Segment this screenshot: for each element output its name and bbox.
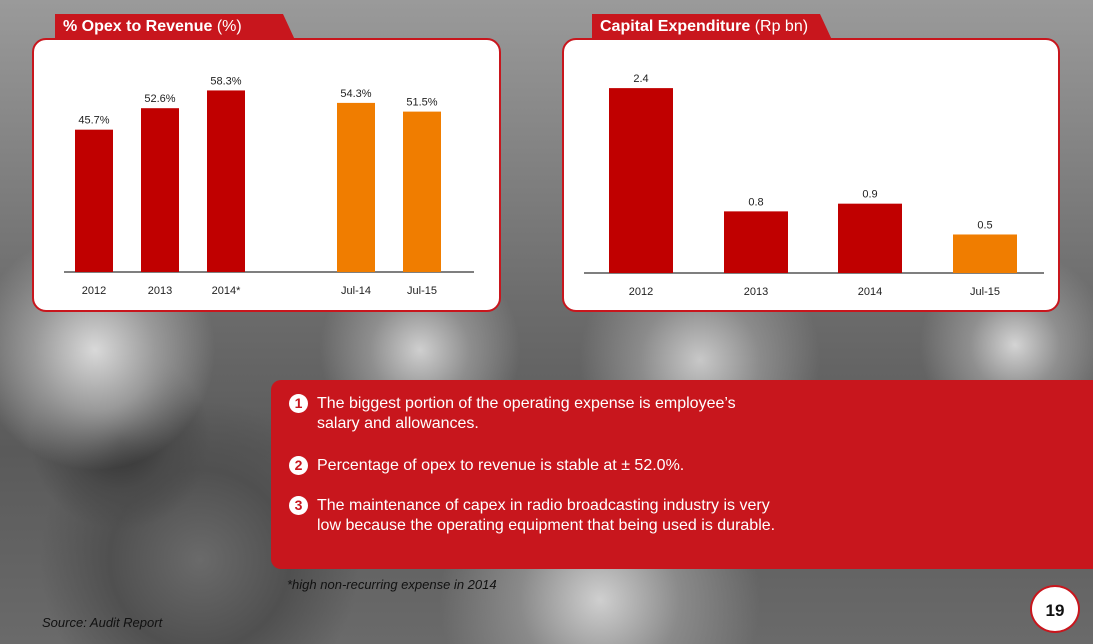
capex-chart-title-bold: Capital Expenditure [600, 18, 751, 35]
capex-data-label-3: 0.9 [862, 189, 877, 201]
notes-panel: 1 The biggest portion of the operating e… [271, 380, 1093, 569]
opex-chart: 45.7% 2012 52.6% 2013 58.3% 2014* 54.3% Jul-14 5… [64, 75, 474, 297]
footnote: *high non-recurring expense in 2014 [287, 577, 497, 592]
opex-data-label-3: 58.3% [210, 75, 241, 87]
capex-tick-label-4: Jul-15 [970, 286, 1000, 298]
opex-data-label-2: 52.6% [144, 93, 175, 105]
capex-bar-1 [609, 88, 673, 273]
source-note: Source: Audit Report [42, 615, 163, 630]
capex-chart: 2.4 2012 0.8 2013 0.9 2014 0.5 Jul-15 [584, 73, 1044, 298]
capex-bar-3 [838, 203, 902, 273]
capex-tick-label-2: 2013 [744, 286, 768, 298]
capex-tick-label-1: 2012 [629, 286, 653, 298]
note-3-number: 3 [289, 496, 308, 515]
opex-tick-label-1: 2012 [82, 285, 106, 297]
capex-chart-card: 2.4 2012 0.8 2013 0.9 2014 0.5 Jul-15 [562, 38, 1060, 312]
capex-chart-title-unit: (Rp bn) [754, 18, 809, 35]
page-number-badge: 19 [1030, 585, 1080, 633]
opex-bar-4 [337, 102, 375, 272]
opex-tick-label-4: Jul-14 [341, 285, 371, 297]
opex-chart-title: % Opex to Revenue (%) [55, 14, 295, 40]
opex-data-label-4: 54.3% [340, 88, 371, 100]
opex-data-label-1: 45.7% [78, 115, 109, 127]
opex-bar-1 [75, 129, 113, 272]
opex-bar-3 [207, 90, 245, 273]
capex-chart-title: Capital Expenditure (Rp bn) [592, 14, 832, 40]
opex-bar-2 [141, 108, 179, 272]
capex-data-label-2: 0.8 [748, 196, 763, 208]
note-3-text: The maintenance of capex in radio broadc… [317, 497, 776, 534]
capex-data-label-4: 0.5 [977, 219, 992, 231]
opex-data-label-5: 51.5% [406, 97, 437, 109]
note-2-number: 2 [289, 456, 308, 475]
opex-chart-card: 45.7% 2012 52.6% 2013 58.3% 2014* 54.3% Jul-14 5… [32, 38, 501, 312]
capex-tick-label-3: 2014 [858, 286, 882, 298]
opex-bar-5 [403, 111, 441, 272]
note-1-number: 1 [289, 394, 308, 413]
opex-tick-label-3: 2014* [212, 285, 241, 297]
note-1: 1 The biggest portion of the operating e… [289, 394, 757, 434]
opex-chart-title-unit: (%) [216, 18, 242, 35]
capex-bar-4 [953, 234, 1017, 273]
note-3: 3 The maintenance of capex in radio broa… [289, 496, 777, 536]
note-2: 2 Percentage of opex to revenue is stabl… [289, 456, 757, 476]
page-number: 19 [1045, 601, 1065, 620]
opex-tick-label-2: 2013 [148, 285, 172, 297]
capex-data-label-1: 2.4 [633, 73, 648, 85]
note-1-text: The biggest portion of the operating exp… [317, 395, 736, 432]
capex-bar-2 [724, 211, 788, 273]
opex-chart-title-bold: % Opex to Revenue [63, 18, 213, 35]
note-2-text: Percentage of opex to revenue is stable … [317, 457, 685, 474]
opex-tick-label-5: Jul-15 [407, 285, 437, 297]
